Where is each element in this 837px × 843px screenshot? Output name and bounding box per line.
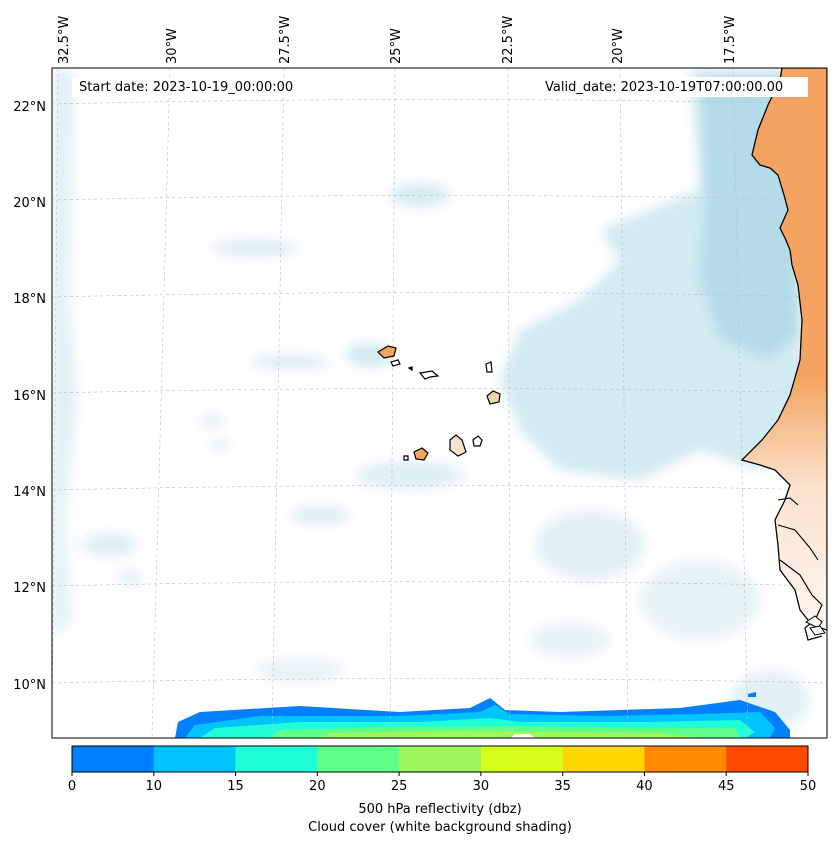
colorbar-tick-label: 50: [800, 779, 817, 794]
colorbar-segment: [399, 746, 482, 772]
lat-label: 14°N: [13, 485, 46, 500]
colorbar-segments: [72, 746, 809, 772]
colorbar-tick-label: 40: [636, 779, 653, 794]
colorbar-segment: [72, 746, 155, 772]
colorbar-tick-label: 0: [68, 779, 76, 794]
lat-label: 20°N: [13, 196, 46, 211]
lat-label: 10°N: [13, 678, 46, 693]
longitude-labels: 32.5°W 30°W 27.5°W 25°W 22.5°W 20°W 17.5…: [57, 16, 738, 64]
lat-label: 12°N: [13, 581, 46, 596]
colorbar-segment: [726, 746, 809, 772]
colorbar-label: 500 hPa reflectivity (dbz): [358, 802, 521, 817]
colorbar-tick-label: 35: [554, 779, 571, 794]
colorbar-tick-label: 45: [718, 779, 735, 794]
plot-frame: [51, 67, 828, 739]
start-date-label: Start date: 2023-10-19_00:00:00: [79, 80, 293, 95]
colorbar-sublabel: Cloud cover (white background shading): [308, 820, 572, 835]
lat-label: 18°N: [13, 292, 46, 307]
reflectivity-band: [175, 692, 790, 738]
lat-label: 16°N: [13, 389, 46, 404]
latitude-labels: 22°N 20°N 18°N 16°N 14°N 12°N 10°N: [13, 100, 46, 693]
colorbar-ticks: 0 10 15 20 25 30 35 40 45 50: [68, 772, 816, 794]
plot-area: Start date: 2023-10-19_00:00:00 Valid_da…: [52, 68, 827, 738]
colorbar-segment: [153, 746, 237, 772]
africa-coast: [740, 68, 827, 641]
colorbar-frame: [71, 745, 809, 773]
lat-label: 22°N: [13, 100, 46, 115]
colorbar-segment: [644, 746, 727, 772]
colorbar-tick-label: 30: [473, 779, 490, 794]
colorbar-tick-label: 25: [391, 779, 408, 794]
cape-verde-islands: [377, 345, 501, 461]
lon-label: 27.5°W: [278, 16, 293, 64]
colorbar-segment: [317, 746, 400, 772]
lon-label: 30°W: [165, 28, 180, 64]
colorbar-segment: [480, 746, 564, 772]
lon-label: 20°W: [611, 28, 626, 64]
colorbar-tick-label: 15: [227, 779, 244, 794]
gridlines: [52, 68, 827, 738]
valid-date-label: Valid_date: 2023-10-19T07:00:00.00: [545, 80, 783, 95]
colorbar-tick-label: 20: [309, 779, 326, 794]
date-header: Start date: 2023-10-19_00:00:00 Valid_da…: [72, 77, 808, 97]
lon-label: 22.5°W: [501, 16, 516, 64]
lon-label: 32.5°W: [57, 16, 72, 64]
colorbar-segment: [235, 746, 318, 772]
lon-label: 17.5°W: [723, 16, 738, 64]
lon-label: 25°W: [389, 28, 404, 64]
colorbar: 0 10 15 20 25 30 35 40 45 50 500 hPa reflectivity…: [68, 745, 816, 835]
colorbar-segment: [562, 746, 645, 772]
colorbar-tick-label: 10: [146, 779, 163, 794]
